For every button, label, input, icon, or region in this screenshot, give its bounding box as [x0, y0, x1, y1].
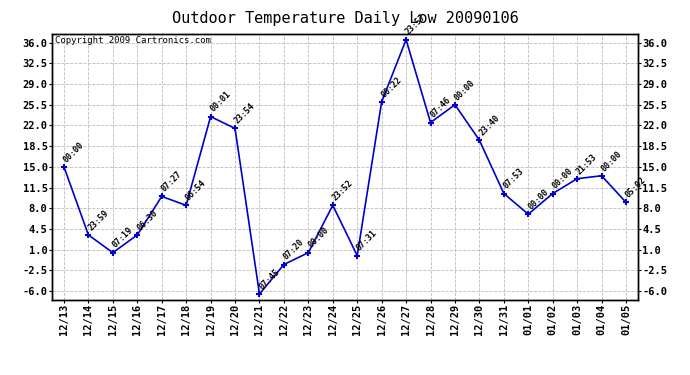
- Text: 07:19: 07:19: [110, 226, 135, 250]
- Text: 23:40: 23:40: [477, 114, 501, 138]
- Text: 00:00: 00:00: [600, 149, 624, 173]
- Text: 00:00: 00:00: [551, 167, 575, 191]
- Text: 00:22: 00:22: [380, 75, 404, 99]
- Text: 23:52: 23:52: [331, 178, 355, 203]
- Text: 05:02: 05:02: [624, 176, 648, 200]
- Text: 23:54: 23:54: [233, 102, 257, 126]
- Text: 06:54: 06:54: [184, 178, 208, 203]
- Text: 07:20: 07:20: [282, 238, 306, 262]
- Text: 07:45: 07:45: [257, 267, 282, 291]
- Text: 00:00: 00:00: [526, 188, 550, 211]
- Text: 00:01: 00:01: [208, 90, 233, 114]
- Text: Copyright 2009 Cartronics.com: Copyright 2009 Cartronics.com: [55, 36, 210, 45]
- Text: 07:53: 07:53: [502, 167, 526, 191]
- Text: 07:27: 07:27: [159, 170, 184, 194]
- Text: 00:00: 00:00: [62, 140, 86, 164]
- Text: 07:31: 07:31: [355, 229, 379, 253]
- Text: 00:00: 00:00: [306, 226, 331, 250]
- Text: 00:00: 00:00: [453, 78, 477, 102]
- Text: 23:57: 23:57: [404, 13, 428, 37]
- Text: 07:46: 07:46: [428, 96, 453, 120]
- Text: 06:30: 06:30: [135, 208, 159, 232]
- Text: 23:59: 23:59: [86, 208, 110, 232]
- Text: Outdoor Temperature Daily Low 20090106: Outdoor Temperature Daily Low 20090106: [172, 11, 518, 26]
- Text: 21:53: 21:53: [575, 152, 599, 176]
